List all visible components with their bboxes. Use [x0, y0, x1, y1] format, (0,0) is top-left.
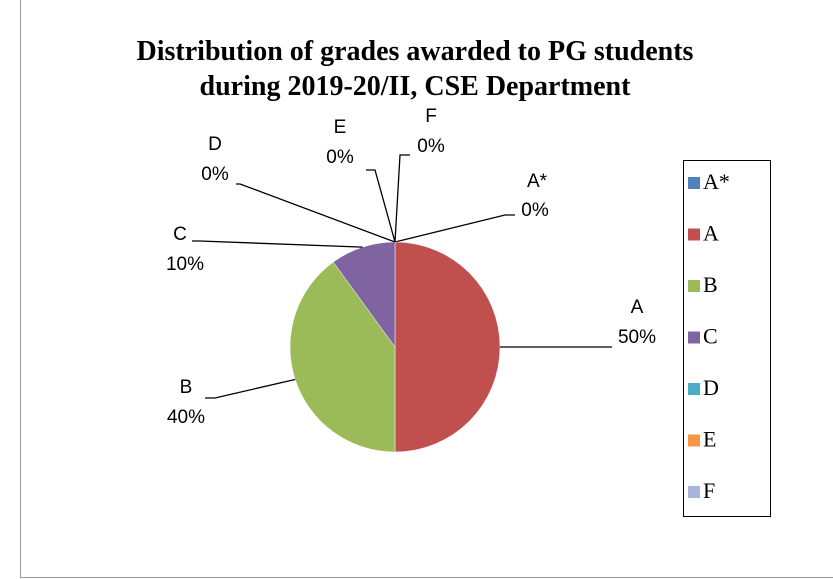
leader-line [394, 214, 515, 243]
leader-line [394, 154, 410, 243]
data-label-category: F [425, 106, 437, 127]
data-label-value: 40% [167, 407, 205, 428]
leader-line [236, 183, 396, 243]
leader-line [192, 240, 363, 248]
leader-line [205, 378, 296, 399]
legend-swatch [688, 280, 700, 292]
data-label-value: 50% [618, 327, 656, 348]
data-label-value: 0% [521, 200, 549, 221]
legend-swatch [688, 383, 700, 395]
chart-title: Distribution of grades awarded to PG stu… [136, 36, 694, 102]
data-label-category: B [180, 377, 193, 398]
data-label-category: E [334, 117, 347, 138]
legend-swatch [688, 486, 700, 498]
legend-label: D [703, 375, 719, 400]
leader-line [366, 169, 396, 243]
legend-swatch [688, 331, 700, 344]
legend-label: B [703, 272, 718, 297]
chart-frame [20, 0, 833, 578]
data-label-value: 10% [166, 254, 204, 275]
legend-label: E [703, 427, 716, 452]
legend-swatch [688, 228, 700, 241]
data-label-value: 0% [417, 136, 445, 157]
legend-label: A [703, 221, 719, 246]
legend-swatch [688, 434, 700, 447]
data-label-category: A* [527, 171, 548, 192]
pie-slice [394, 241, 501, 453]
data-label-category: C [173, 224, 187, 245]
data-label-category: D [208, 134, 222, 155]
legend-swatch [688, 177, 700, 189]
data-label-value: 0% [326, 147, 354, 168]
pie-slice [289, 261, 396, 453]
data-label-value: 0% [201, 164, 229, 185]
legend-label: A* [703, 169, 730, 194]
legend-label: F [703, 478, 715, 503]
data-label-category: A [631, 297, 644, 318]
legend-label: C [703, 324, 718, 349]
